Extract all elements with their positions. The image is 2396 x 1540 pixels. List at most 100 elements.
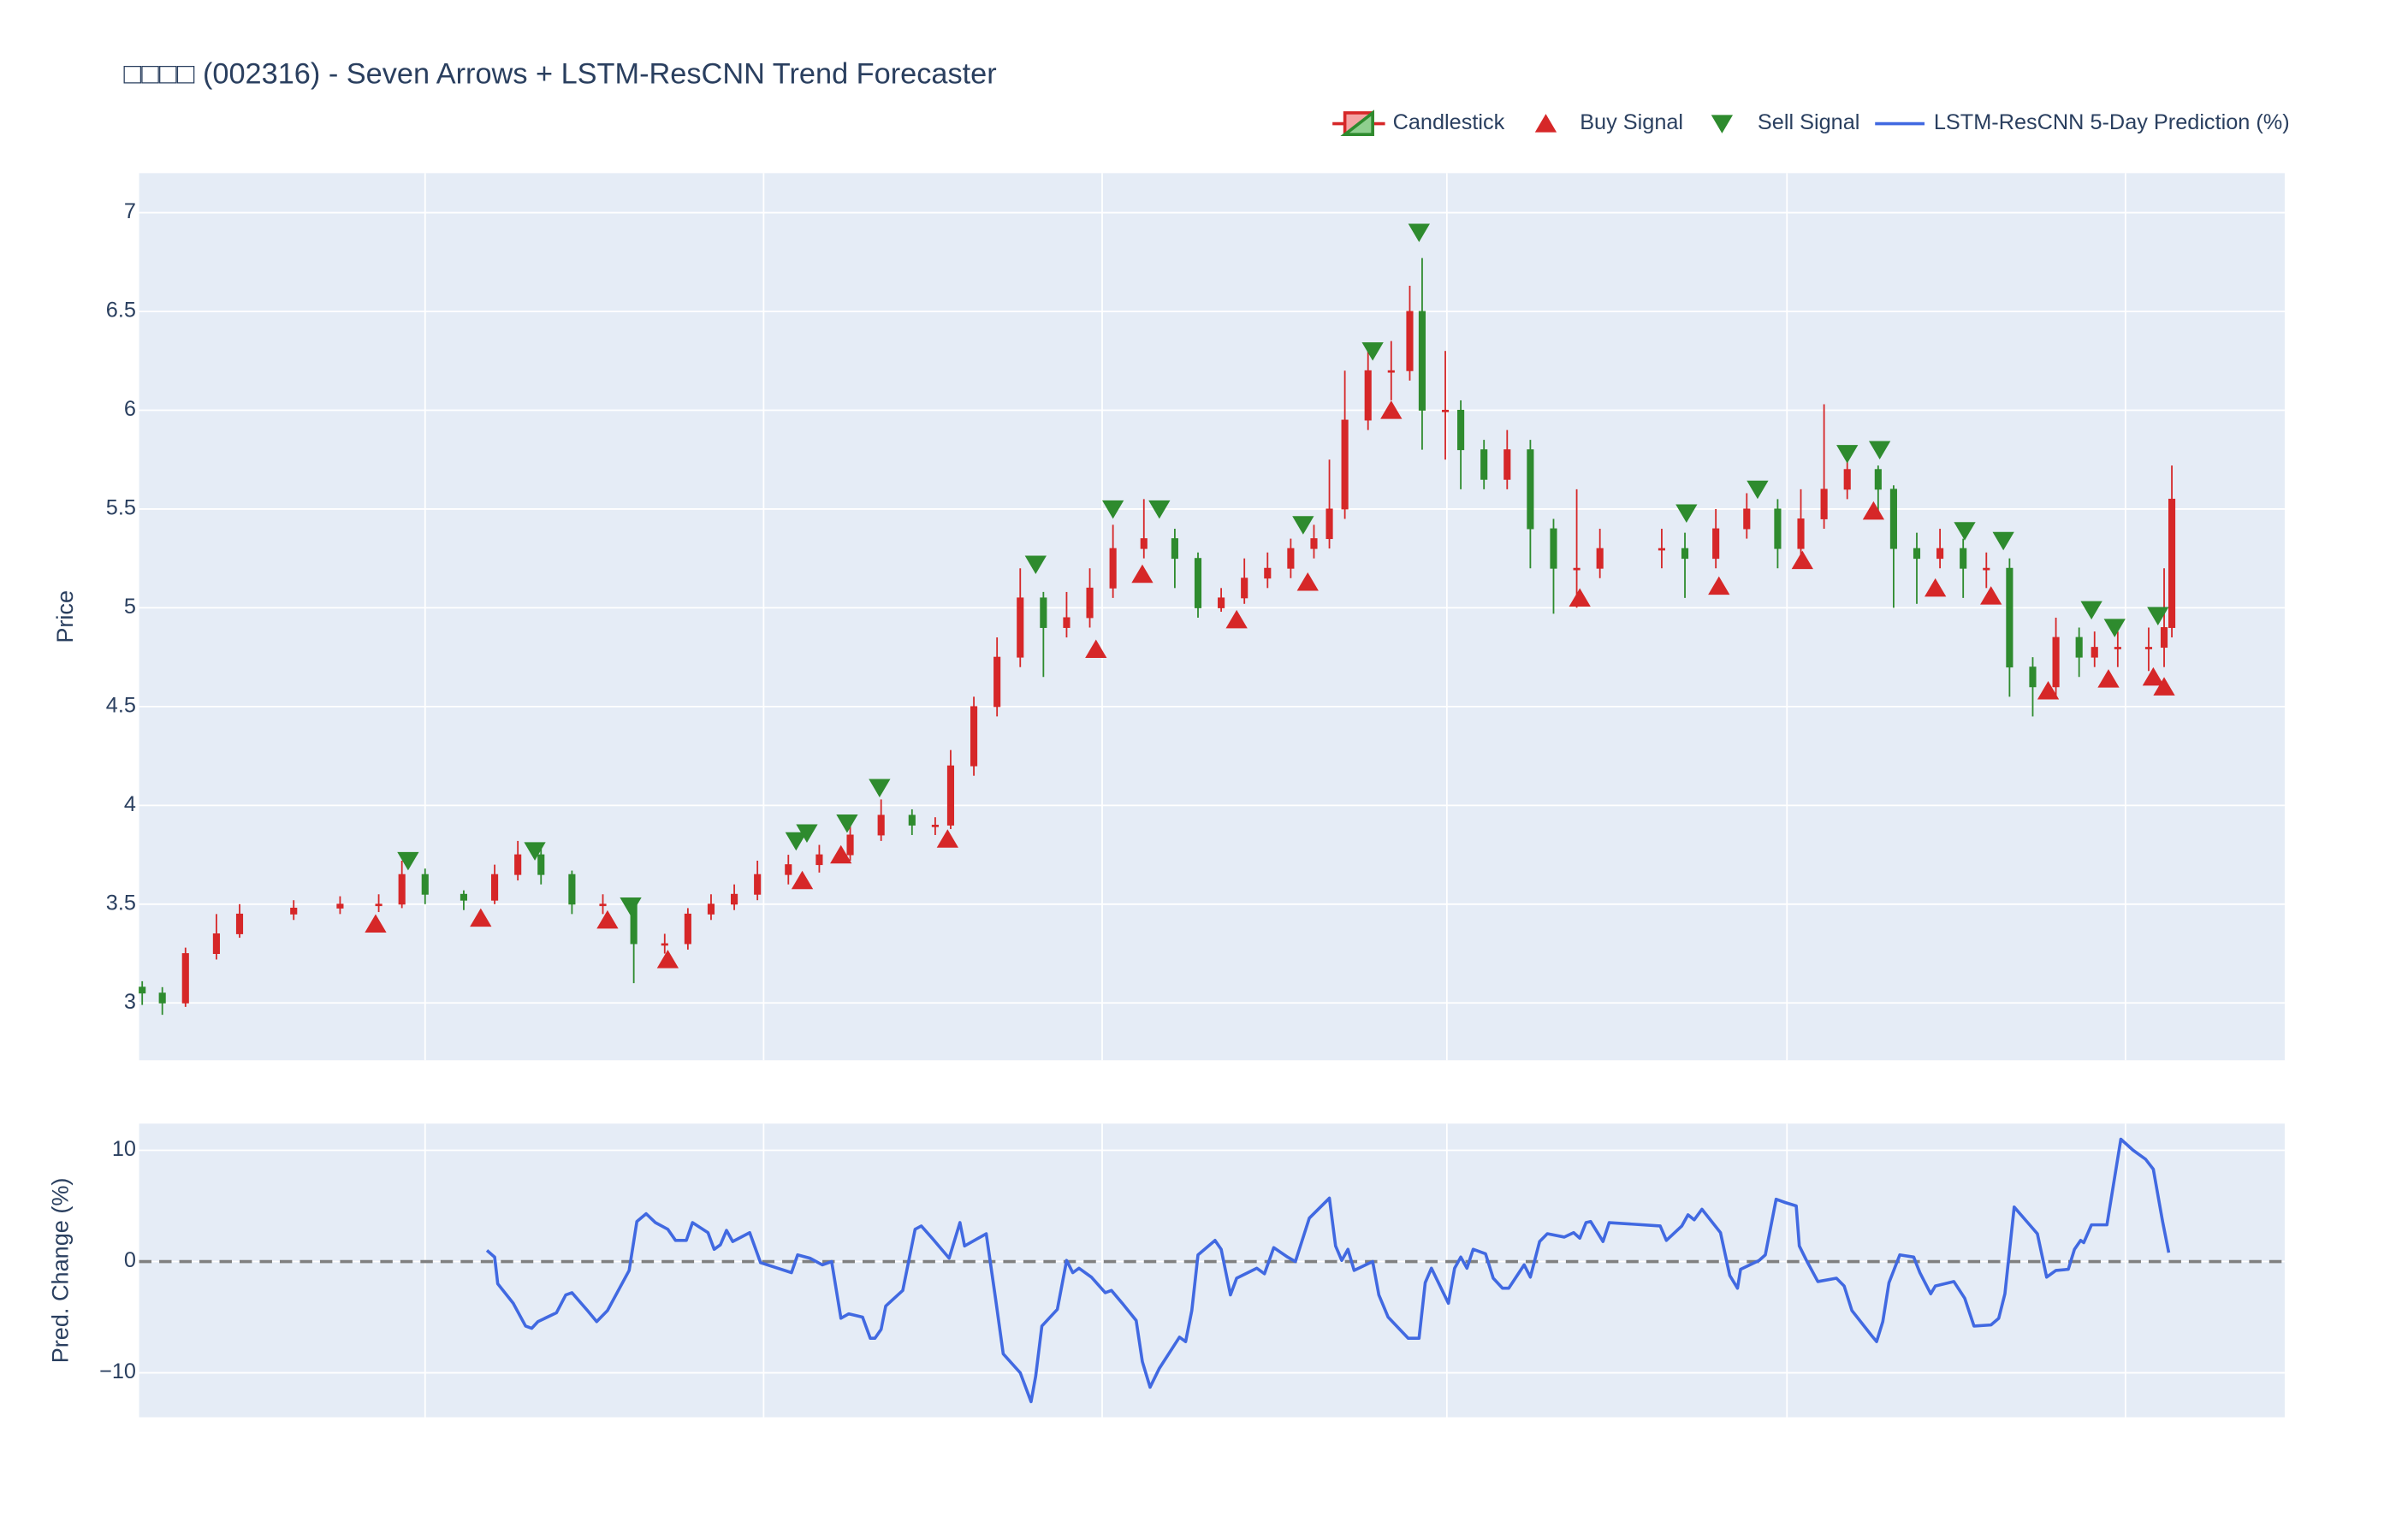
y-tick-label: 3 <box>124 990 136 1014</box>
candle-body <box>568 874 576 905</box>
sell-signal <box>1836 445 1859 464</box>
sell-signal <box>836 814 858 833</box>
candle-body <box>993 656 1001 708</box>
candle-body <box>2091 647 2098 658</box>
candle-body <box>1658 548 1665 551</box>
candle-body <box>815 854 823 866</box>
candle-body <box>1843 469 1851 490</box>
y-tick-label: 5.5 <box>106 496 136 520</box>
legend-candle-icon-half <box>1340 110 1374 136</box>
candle-body <box>537 854 545 875</box>
candle-body <box>1983 567 1990 571</box>
candle-body <box>1820 489 1828 519</box>
buy-signal <box>1925 578 1947 597</box>
candle-body <box>1774 508 1782 549</box>
candle-body <box>2006 567 2013 668</box>
buy-signal <box>470 908 492 927</box>
sell-signal <box>1869 441 1891 460</box>
candle-body <box>1086 587 1094 619</box>
sell-signal <box>620 897 642 916</box>
y-tick-label: 6.5 <box>106 299 136 323</box>
candle-body <box>1310 538 1318 549</box>
candle-body <box>490 874 499 901</box>
candle-body <box>1457 410 1465 451</box>
candle-body <box>1109 548 1117 589</box>
candle-body <box>2114 647 2121 649</box>
buy-signal <box>1296 572 1319 591</box>
buy-signal <box>1980 586 2002 605</box>
candle-body <box>421 874 429 895</box>
candle-body <box>514 854 522 875</box>
buy-signal <box>1085 639 1107 659</box>
candle-body <box>1406 311 1414 371</box>
candle-body <box>684 913 691 945</box>
candle-body <box>212 933 220 954</box>
candle-body <box>1913 548 1921 560</box>
candle-body <box>1550 528 1557 569</box>
candle-body <box>730 893 738 905</box>
candle-body <box>707 903 715 915</box>
candle-body <box>946 765 955 826</box>
candle-body <box>1889 489 1897 549</box>
buy-signal <box>365 914 387 933</box>
candle-body <box>1936 548 1944 560</box>
candle-body <box>460 893 467 901</box>
candle-body <box>754 874 762 895</box>
legend-label: Candlestick <box>1393 110 1505 134</box>
buy-signal <box>1131 564 1154 583</box>
candle-body <box>1264 567 1272 579</box>
candle-body <box>599 903 607 907</box>
candle-body <box>1797 518 1805 549</box>
buy-signal <box>2142 666 2165 686</box>
candle-body <box>398 874 406 905</box>
sell-signal <box>1148 500 1171 519</box>
candle-body <box>2052 637 2060 688</box>
legend-sell-icon <box>1711 115 1734 133</box>
sell-signal <box>1408 223 1430 243</box>
sell-signal <box>1361 342 1384 361</box>
prediction-line <box>485 1137 2171 1404</box>
sell-signal <box>1747 480 1769 500</box>
buy-signal <box>830 844 852 864</box>
candle-body <box>1573 567 1581 571</box>
sell-signal <box>1675 504 1698 523</box>
candle-body <box>1364 370 1372 421</box>
candle-body <box>139 986 146 994</box>
candle-body <box>2029 666 2037 688</box>
candle-body <box>661 943 668 946</box>
candle-body <box>1063 617 1070 628</box>
candle-body <box>1418 311 1426 411</box>
candle-body <box>1681 548 1689 560</box>
candle-body <box>1287 548 1295 569</box>
candle-body <box>1140 538 1148 549</box>
candle-body <box>1874 469 1882 490</box>
buy-signal <box>2037 681 2060 700</box>
candle-body <box>1171 538 1178 560</box>
sell-signal <box>2147 607 2169 626</box>
buy-signal <box>1708 576 1730 595</box>
buy-signal <box>791 870 814 890</box>
sell-signal <box>785 832 807 851</box>
buy-signal <box>1791 550 1813 570</box>
y-tick-label: 0 <box>124 1248 136 1272</box>
sell-signal <box>397 851 419 871</box>
sell-signal <box>1024 555 1047 574</box>
y-tick-label: 3.5 <box>106 891 136 915</box>
candle-body <box>290 907 298 915</box>
candle-body <box>336 903 344 909</box>
sell-signal <box>796 824 818 844</box>
sell-signal <box>1992 531 2014 551</box>
candle-body <box>2075 637 2083 658</box>
candle-body <box>931 824 939 827</box>
candle-body <box>1960 548 1967 569</box>
candle-body <box>1503 449 1511 480</box>
buy-signal <box>656 950 679 968</box>
candle-body <box>970 706 978 767</box>
legend-label: LSTM-ResCNN 5-Day Prediction (%) <box>1934 110 2290 134</box>
candle-body <box>181 953 189 1004</box>
y-axis-label: Pred. Change (%) <box>46 1178 73 1364</box>
legend-label: Buy Signal <box>1580 110 1683 134</box>
candle-body <box>1387 370 1395 373</box>
buy-signal <box>596 909 619 929</box>
